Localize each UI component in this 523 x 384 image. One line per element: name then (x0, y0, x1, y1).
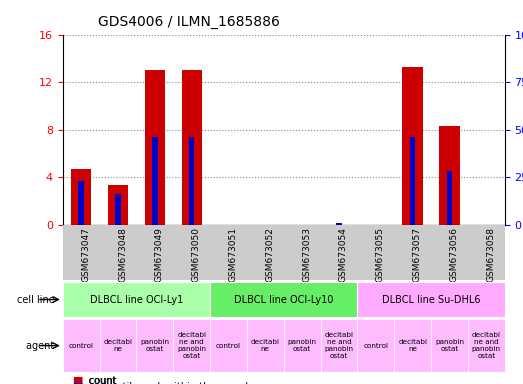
Text: cell line: cell line (17, 295, 58, 305)
Text: decitabi
ne: decitabi ne (104, 339, 132, 352)
Text: ■: ■ (73, 382, 84, 384)
Text: GSM673050: GSM673050 (191, 227, 201, 282)
Text: control: control (69, 343, 94, 349)
Bar (152, 137, 157, 225)
Text: decitabi
ne: decitabi ne (398, 339, 427, 352)
Text: decitabi
ne and
panobin
ostat: decitabi ne and panobin ostat (324, 332, 354, 359)
Text: DLBCL line Su-DHL6: DLBCL line Su-DHL6 (382, 295, 480, 305)
Text: ■: ■ (73, 376, 84, 384)
Text: GSM673058: GSM673058 (486, 227, 495, 282)
Bar (71, 169, 92, 225)
Bar (410, 137, 415, 225)
Bar (137, 319, 173, 372)
Text: GSM673055: GSM673055 (376, 227, 385, 282)
Bar (468, 319, 505, 372)
Text: GSM673048: GSM673048 (118, 227, 127, 282)
Text: GSM673051: GSM673051 (229, 227, 237, 282)
Text: agent: agent (26, 341, 58, 351)
Bar (99, 319, 137, 372)
Text: DLBCL line OCI-Ly10: DLBCL line OCI-Ly10 (234, 295, 334, 305)
Bar (357, 282, 505, 317)
Text: GSM673047: GSM673047 (81, 227, 90, 282)
Bar (439, 126, 460, 225)
Bar (321, 319, 357, 372)
Bar (173, 319, 210, 372)
Text: count: count (86, 376, 117, 384)
Text: panobin
ostat: panobin ostat (140, 339, 169, 352)
Text: GSM673057: GSM673057 (413, 227, 422, 282)
Text: ■  count
■  percentile rank within the sample: ■ count ■ percentile rank within the sam… (73, 376, 254, 384)
Text: GSM673056: GSM673056 (449, 227, 459, 282)
Text: decitabi
ne and
panobin
ostat: decitabi ne and panobin ostat (177, 332, 206, 359)
Text: control: control (216, 343, 241, 349)
Bar (447, 171, 452, 225)
Bar (431, 319, 468, 372)
Bar (247, 319, 283, 372)
Bar (78, 181, 84, 225)
Bar (63, 319, 99, 372)
Text: panobin
ostat: panobin ostat (288, 339, 316, 352)
Bar (394, 319, 431, 372)
Bar (210, 319, 247, 372)
Bar (145, 70, 165, 225)
Bar (403, 67, 423, 225)
Bar (336, 223, 342, 225)
Bar (283, 319, 321, 372)
Bar (189, 137, 195, 225)
Text: GSM673052: GSM673052 (265, 227, 275, 282)
Bar (115, 194, 121, 225)
Bar (357, 319, 394, 372)
Text: GSM673053: GSM673053 (302, 227, 311, 282)
Text: GDS4006 / ILMN_1685886: GDS4006 / ILMN_1685886 (98, 15, 280, 29)
Text: decitabi
ne and
panobin
ostat: decitabi ne and panobin ostat (472, 332, 501, 359)
Bar (210, 282, 357, 317)
Text: decitabi
ne: decitabi ne (251, 339, 280, 352)
Bar (181, 70, 202, 225)
Text: percentile rank within the sample: percentile rank within the sample (86, 382, 254, 384)
Bar (108, 185, 128, 225)
Text: control: control (363, 343, 388, 349)
Text: DLBCL line OCI-Ly1: DLBCL line OCI-Ly1 (90, 295, 183, 305)
Text: GSM673054: GSM673054 (339, 227, 348, 282)
Text: panobin
ostat: panobin ostat (435, 339, 464, 352)
Text: GSM673049: GSM673049 (155, 227, 164, 282)
Bar (63, 282, 210, 317)
